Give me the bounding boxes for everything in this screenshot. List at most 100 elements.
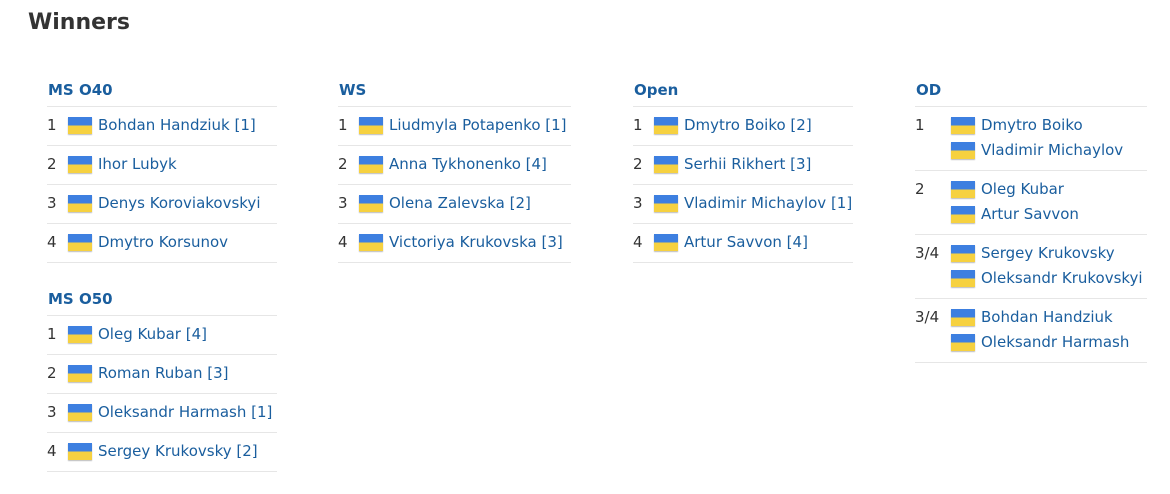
result-row: 3/4 Bohdan Handziuk Oleksandr Harmash <box>915 299 1147 363</box>
player-link[interactable]: Vladimir Michaylov [1] <box>654 193 852 214</box>
category-section: OD 1 Dmytro Boiko Vladimir Michaylov 2 Oleg K… <box>915 76 1147 363</box>
place: 3 <box>47 194 57 212</box>
category-section: Open 1 Dmytro Boiko [2] 2 Serhii Rikhert [3]… <box>633 76 853 263</box>
player-link[interactable]: Olena Zalevska [2] <box>359 193 531 214</box>
ukraine-flag-icon <box>654 195 678 212</box>
player-link[interactable]: Liudmyla Potapenko [1] <box>359 115 567 136</box>
result-row: 1 Bohdan Handziuk [1] <box>47 107 277 146</box>
player-link[interactable]: Anna Tykhonenko [4] <box>359 154 547 175</box>
player-link[interactable]: Oleg Kubar [4] <box>68 324 207 345</box>
player-link[interactable]: Bohdan Handziuk <box>951 307 1129 328</box>
ukraine-flag-icon <box>951 245 975 262</box>
player-name[interactable]: Vladimir Michaylov [1] <box>684 194 853 212</box>
player-link[interactable]: Oleksandr Harmash <box>951 332 1129 353</box>
player-name[interactable]: Oleg Kubar [4] <box>98 325 207 343</box>
player-name[interactable]: Olena Zalevska [2] <box>389 194 531 212</box>
category-section: WS 1 Liudmyla Potapenko [1] 2 Anna Tykhonenk… <box>338 76 571 263</box>
player-link[interactable]: Victoriya Krukovska [3] <box>359 232 563 253</box>
category-section: MS O50 1 Oleg Kubar [4] 2 Roman Ruban [3] 3 Ol… <box>47 285 277 472</box>
place: 2 <box>47 155 57 173</box>
place: 1 <box>338 116 348 134</box>
player-link[interactable]: Roman Ruban [3] <box>68 363 229 384</box>
player-name[interactable]: Vladimir Michaylov <box>981 141 1124 159</box>
player-link[interactable]: Artur Savvon [4] <box>654 232 808 253</box>
player-link[interactable]: Dmytro Boiko [2] <box>654 115 812 136</box>
player-link[interactable]: Dmytro Korsunov <box>68 232 228 253</box>
ukraine-flag-icon <box>359 156 383 173</box>
ukraine-flag-icon <box>68 195 92 212</box>
result-row: 2 Anna Tykhonenko [4] <box>338 146 571 185</box>
player-name[interactable]: Dmytro Korsunov <box>98 233 229 251</box>
ukraine-flag-icon <box>68 365 92 382</box>
player-name[interactable]: Liudmyla Potapenko [1] <box>389 116 567 134</box>
category-title[interactable]: MS O40 <box>47 76 277 107</box>
place: 2 <box>47 364 57 382</box>
category-column: MS O40 1 Bohdan Handziuk [1] 2 Ihor Lubyk 3 De… <box>47 76 277 494</box>
result-row: 1 Dmytro Boiko Vladimir Michaylov <box>915 107 1147 171</box>
result-row: 3 Olena Zalevska [2] <box>338 185 571 224</box>
ukraine-flag-icon <box>68 234 92 251</box>
player-name[interactable]: Anna Tykhonenko [4] <box>389 155 547 173</box>
place: 4 <box>47 442 57 460</box>
player-name[interactable]: Sergey Krukovsky [2] <box>98 442 258 460</box>
ukraine-flag-icon <box>951 142 975 159</box>
player-link[interactable]: Sergey Krukovsky [2] <box>68 441 258 462</box>
place: 1 <box>633 116 643 134</box>
player-name[interactable]: Bohdan Handziuk <box>981 308 1113 326</box>
result-row: 3/4 Sergey Krukovsky Oleksandr Krukovskyi <box>915 235 1147 299</box>
player-name[interactable]: Bohdan Handziuk [1] <box>98 116 256 134</box>
player-link[interactable]: Ihor Lubyk <box>68 154 177 175</box>
result-row: 2 Roman Ruban [3] <box>47 355 277 394</box>
result-row: 1 Dmytro Boiko [2] <box>633 107 853 146</box>
player-name[interactable]: Sergey Krukovsky <box>981 244 1115 262</box>
category-title[interactable]: MS O50 <box>47 285 277 316</box>
ukraine-flag-icon <box>68 404 92 421</box>
player-link[interactable]: Artur Savvon <box>951 204 1079 225</box>
page-title: Winners <box>28 10 130 35</box>
player-link[interactable]: Oleksandr Krukovskyi <box>951 268 1143 289</box>
category-title[interactable]: OD <box>915 76 1147 107</box>
player-name[interactable]: Oleksandr Harmash <box>981 333 1130 351</box>
player-name[interactable]: Dmytro Boiko <box>981 116 1083 134</box>
ukraine-flag-icon <box>951 181 975 198</box>
category-column: OD 1 Dmytro Boiko Vladimir Michaylov 2 Oleg K… <box>915 76 1147 385</box>
place: 4 <box>47 233 57 251</box>
player-name[interactable]: Ihor Lubyk <box>98 155 177 173</box>
ukraine-flag-icon <box>359 234 383 251</box>
player-name[interactable]: Serhii Rikhert [3] <box>684 155 812 173</box>
result-row: 4 Dmytro Korsunov <box>47 224 277 263</box>
ukraine-flag-icon <box>68 156 92 173</box>
place: 4 <box>338 233 348 251</box>
player-name[interactable]: Denys Koroviakovskyi <box>98 194 261 212</box>
player-name[interactable]: Roman Ruban [3] <box>98 364 229 382</box>
result-row: 1 Liudmyla Potapenko [1] <box>338 107 571 146</box>
place: 2 <box>915 180 925 198</box>
player-link[interactable]: Vladimir Michaylov <box>951 140 1123 161</box>
place: 3/4 <box>915 244 940 262</box>
player-link[interactable]: Oleg Kubar <box>951 179 1079 200</box>
player-link[interactable]: Denys Koroviakovskyi <box>68 193 260 214</box>
player-name[interactable]: Oleksandr Krukovskyi <box>981 269 1143 287</box>
player-link[interactable]: Bohdan Handziuk [1] <box>68 115 256 136</box>
player-name[interactable]: Oleg Kubar <box>981 180 1064 198</box>
player-name[interactable]: Dmytro Boiko [2] <box>684 116 812 134</box>
ukraine-flag-icon <box>359 195 383 212</box>
player-link[interactable]: Serhii Rikhert [3] <box>654 154 811 175</box>
player-link[interactable]: Sergey Krukovsky <box>951 243 1143 264</box>
player-name[interactable]: Oleksandr Harmash [1] <box>98 403 273 421</box>
result-row: 4 Victoriya Krukovska [3] <box>338 224 571 263</box>
player-name[interactable]: Artur Savvon <box>981 205 1079 223</box>
player-name[interactable]: Artur Savvon [4] <box>684 233 808 251</box>
ukraine-flag-icon <box>951 270 975 287</box>
ukraine-flag-icon <box>951 309 975 326</box>
ukraine-flag-icon <box>654 117 678 134</box>
player-link[interactable]: Dmytro Boiko <box>951 115 1123 136</box>
category-column: WS 1 Liudmyla Potapenko [1] 2 Anna Tykhonenk… <box>338 76 571 285</box>
category-title[interactable]: WS <box>338 76 571 107</box>
place: 3 <box>47 403 57 421</box>
category-title[interactable]: Open <box>633 76 853 107</box>
result-row: 4 Artur Savvon [4] <box>633 224 853 263</box>
player-link[interactable]: Oleksandr Harmash [1] <box>68 402 272 423</box>
player-name[interactable]: Victoriya Krukovska [3] <box>389 233 563 251</box>
ukraine-flag-icon <box>68 443 92 460</box>
